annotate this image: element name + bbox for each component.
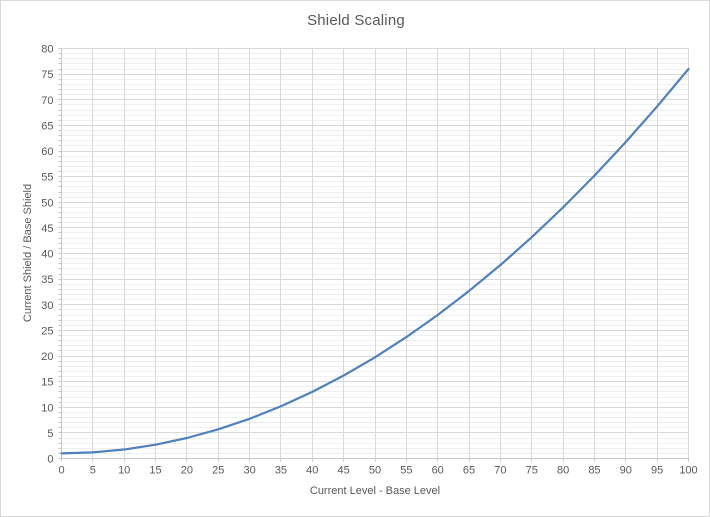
y-tick-label: 35 (41, 274, 53, 286)
x-tick-label: 30 (243, 465, 255, 477)
series-line (60, 67, 690, 455)
x-tick-label: 45 (338, 465, 350, 477)
x-tick-label: 5 (90, 465, 96, 477)
x-tick-label: 65 (463, 465, 475, 477)
y-tick-label: 60 (41, 146, 53, 158)
x-tick-label: 75 (526, 465, 538, 477)
y-tick-label: 0 (47, 454, 53, 466)
x-axis-title: Current Level - Base Level (309, 485, 441, 497)
y-tick-label: 20 (41, 351, 53, 363)
x-tick-label: 55 (400, 465, 412, 477)
chart-title: Shield Scaling (307, 12, 405, 29)
x-tick-label: 0 (58, 465, 64, 477)
y-axis-title: Current Shield / Base Shield (22, 183, 34, 323)
x-tick-label: 100 (679, 465, 697, 477)
x-tick-label: 60 (432, 465, 444, 477)
x-tick-label: 85 (588, 465, 600, 477)
x-tick-label: 40 (306, 465, 318, 477)
y-tick-label: 40 (41, 249, 53, 261)
x-tick-label: 50 (369, 465, 381, 477)
x-tick-label: 70 (494, 465, 506, 477)
y-tick-label: 55 (41, 172, 53, 184)
x-tick-label: 80 (557, 465, 569, 477)
y-tick-label: 50 (41, 197, 53, 209)
y-tick-label: 25 (41, 325, 53, 337)
y-tick-label: 5 (47, 428, 53, 440)
x-tick-label: 95 (651, 465, 663, 477)
x-tick-label: 15 (149, 465, 161, 477)
y-tick-label: 80 (41, 44, 53, 56)
y-tick-label: 65 (41, 120, 53, 132)
y-tick-label: 70 (41, 95, 53, 107)
x-tick-label: 20 (181, 465, 193, 477)
x-tick-label: 35 (275, 465, 287, 477)
x-tick-label: 25 (212, 465, 224, 477)
y-tick-label: 30 (41, 300, 53, 312)
x-tick-label: 90 (620, 465, 632, 477)
y-tick-label: 15 (41, 377, 53, 389)
y-tick-label: 10 (41, 402, 53, 414)
x-tick-label: 10 (118, 465, 130, 477)
y-tick-label: 45 (41, 223, 53, 235)
y-tick-label: 75 (41, 69, 53, 81)
